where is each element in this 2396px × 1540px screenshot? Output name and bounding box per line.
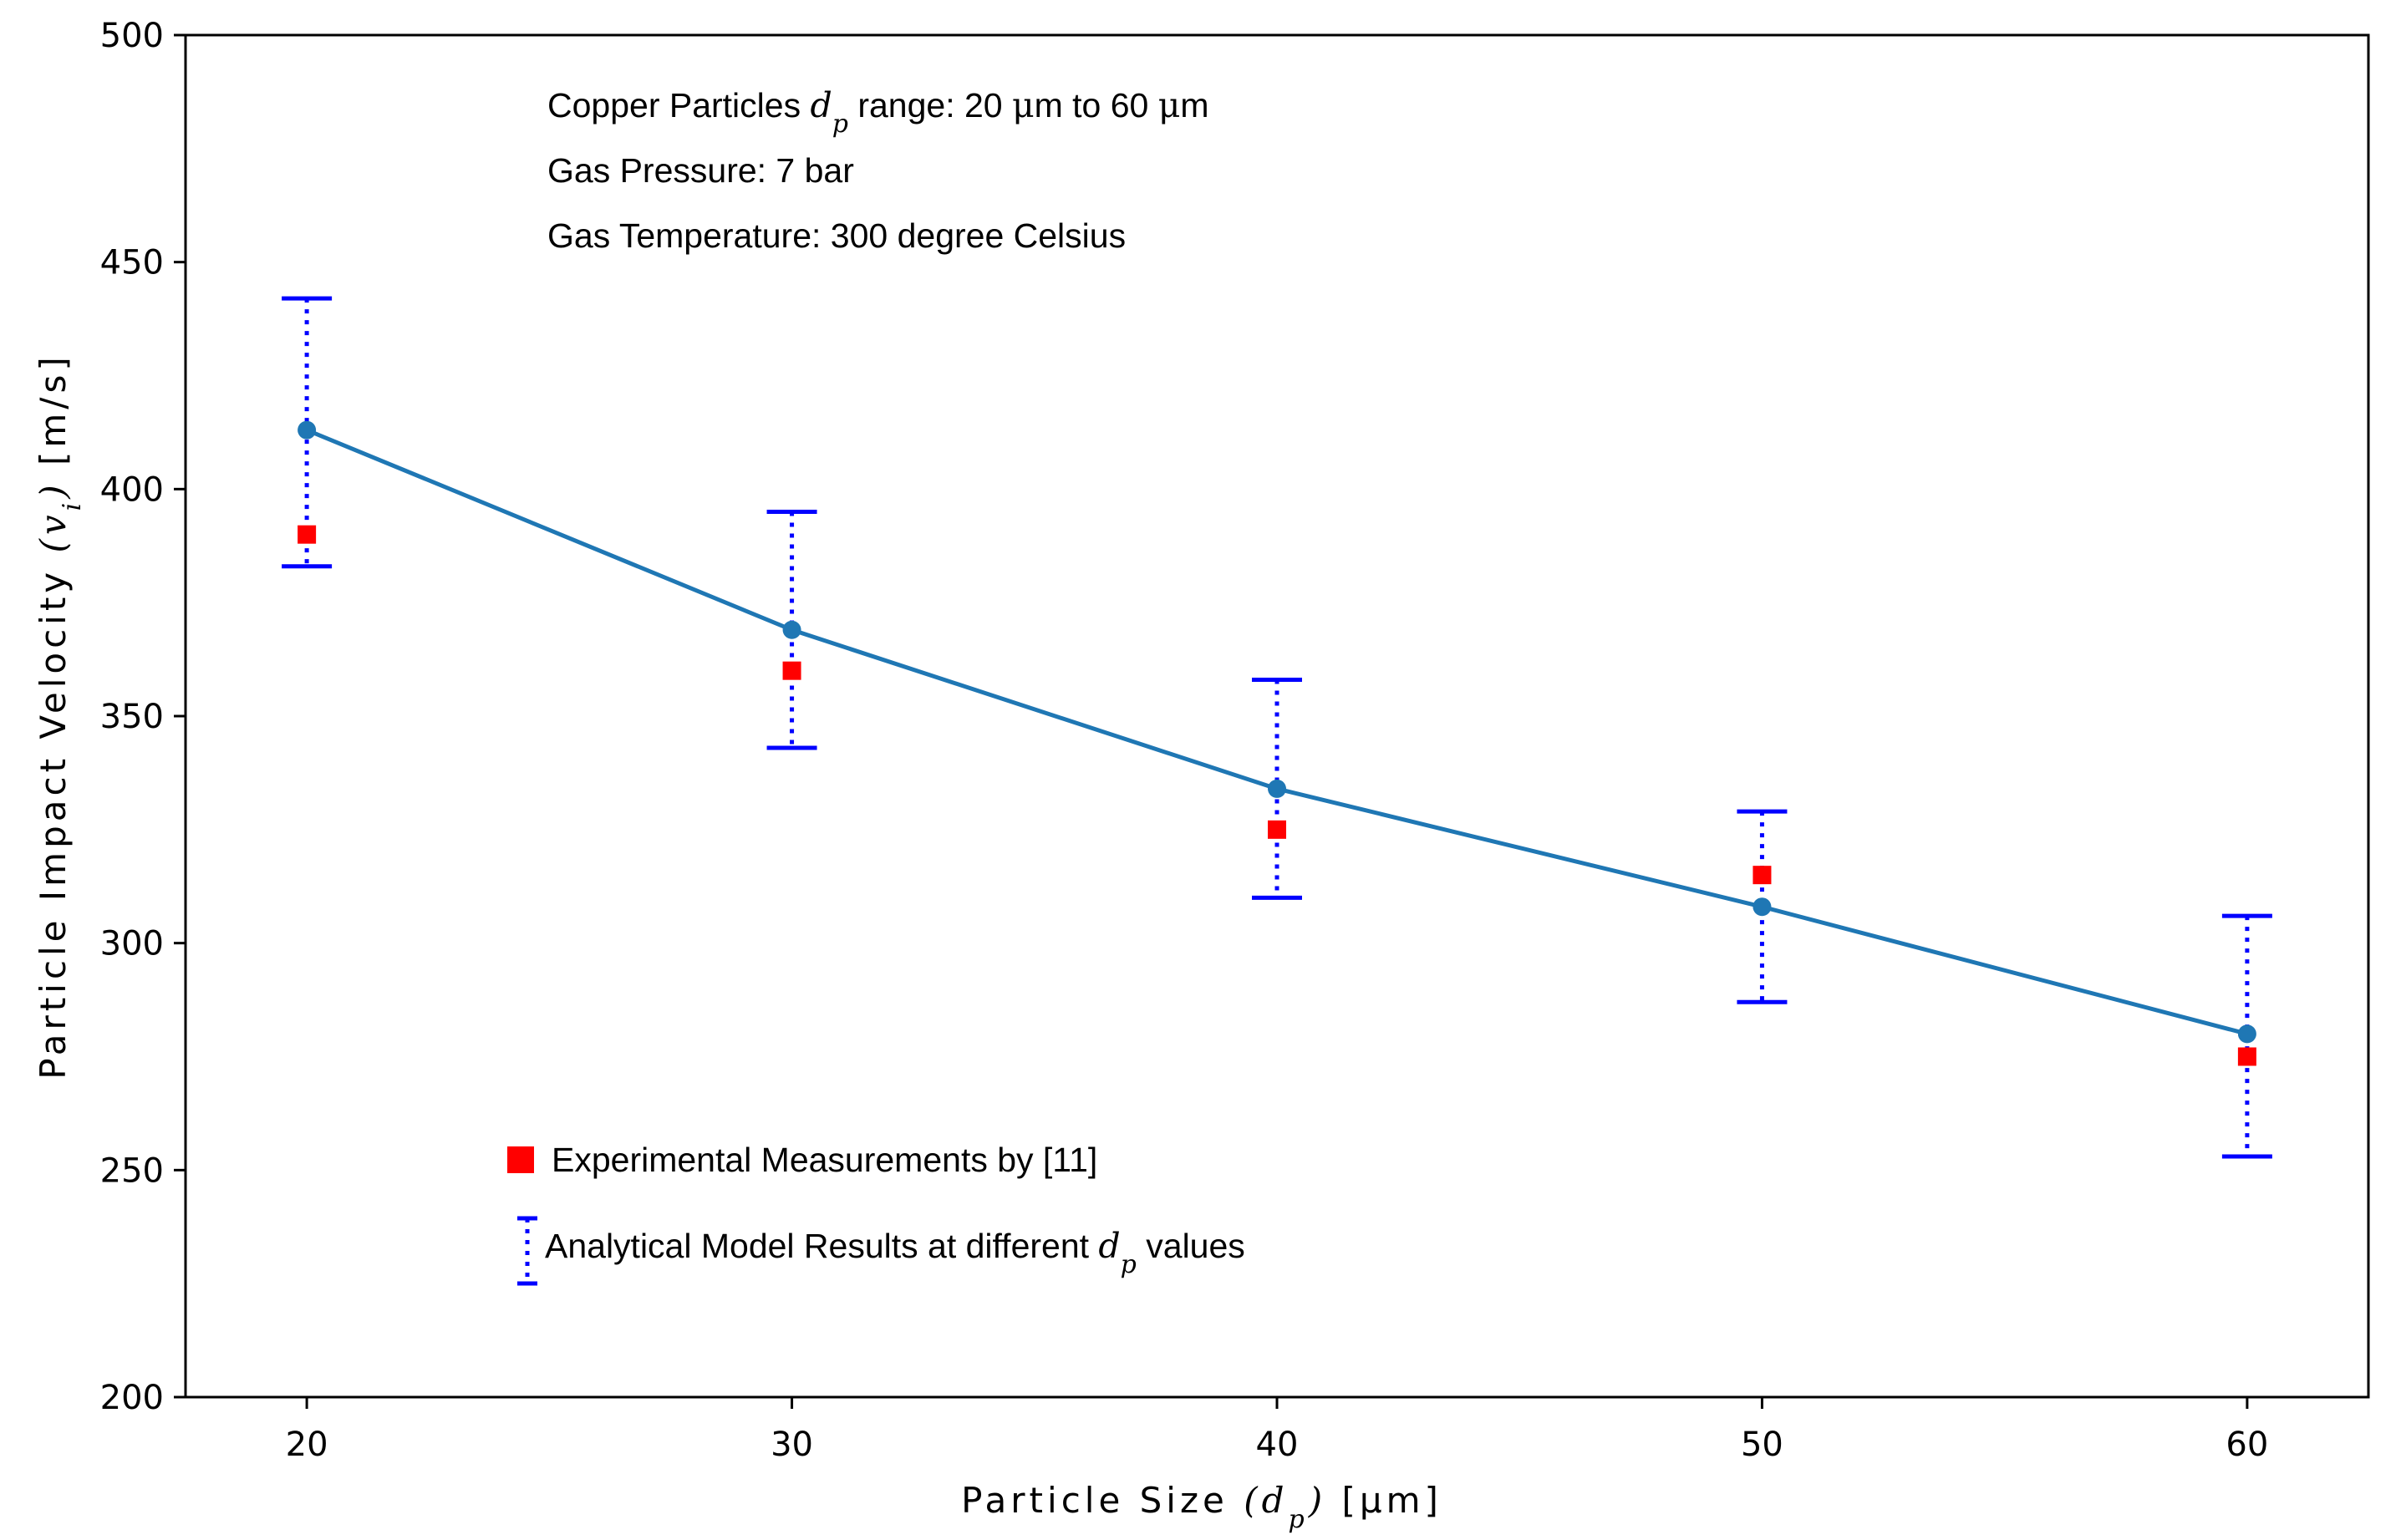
experimental-point	[2237, 1047, 2256, 1066]
experimental-points	[298, 525, 2256, 1066]
y-tick-label: 400	[100, 470, 164, 509]
y-tick-label: 200	[100, 1379, 164, 1417]
x-axis-label: Particle Size (dp) [μm]	[961, 1480, 1442, 1534]
legend: Experimental Measurements by [11] Analyti…	[507, 1141, 1245, 1286]
annotation-text: Gas Pressure: 7 bar	[547, 151, 854, 190]
model-point	[1268, 779, 1286, 798]
x-tick-label: 50	[1741, 1426, 1783, 1464]
x-axis: 20 30 40 50 60	[286, 1397, 2268, 1464]
model-point	[782, 620, 801, 639]
analytical-line	[298, 420, 2256, 1044]
experimental-point	[1268, 820, 1286, 839]
model-point	[2237, 1024, 2256, 1044]
y-tick-label: 350	[100, 698, 164, 736]
annotation-text: Copper Particles dp​ range: 20 μm to 60 …	[547, 85, 1209, 139]
y-axis-label: Particle Impact Velocity (vi) [m/s]	[33, 353, 87, 1079]
x-tick-label: 30	[771, 1426, 813, 1464]
y-tick-label: 500	[100, 17, 164, 55]
annotation-text: Gas Temperature: 300 degree Celsius	[547, 216, 1126, 255]
experimental-point	[782, 661, 801, 680]
y-tick-label: 250	[100, 1151, 164, 1190]
legend-label: Experimental Measurements by [11]	[552, 1141, 1097, 1179]
y-tick-label: 450	[100, 244, 164, 282]
x-tick-label: 60	[2226, 1426, 2268, 1464]
model-point	[298, 420, 317, 440]
model-point	[1752, 897, 1772, 917]
x-tick-label: 20	[286, 1426, 328, 1464]
y-tick-label: 300	[100, 925, 164, 963]
legend-square-marker	[507, 1146, 534, 1173]
legend-label: Analytical Model Results at different dp…	[545, 1226, 1245, 1279]
x-tick-label: 40	[1256, 1426, 1299, 1464]
annotations: Copper Particles dp​ range: 20 μm to 60 …	[547, 85, 1209, 255]
experimental-point	[1752, 866, 1772, 885]
experimental-point	[298, 525, 317, 544]
axis-labels: Particle Size (dp) [μm] Particle Impact V…	[33, 353, 1442, 1534]
y-axis: 200 250 300 350 400 450 500	[100, 17, 186, 1417]
